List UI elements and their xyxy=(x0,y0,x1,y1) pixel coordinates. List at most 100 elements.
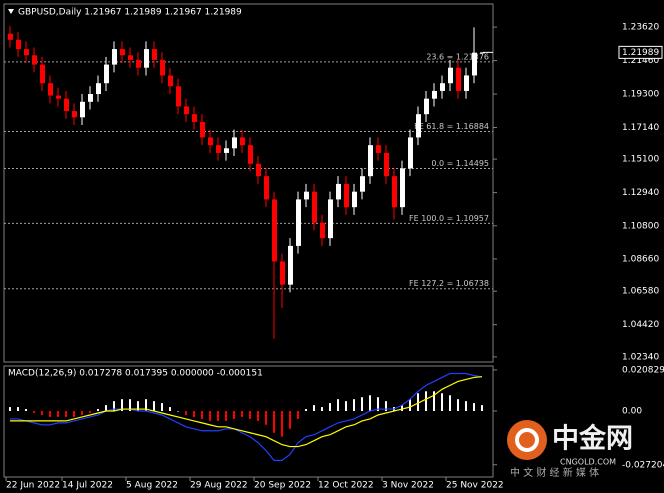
price-tag xyxy=(618,45,663,59)
histogram-bar xyxy=(73,411,75,417)
candle-body xyxy=(464,75,469,91)
candle-body xyxy=(432,90,437,99)
histogram-bar xyxy=(81,411,83,415)
histogram-bar xyxy=(441,393,443,412)
candle-body xyxy=(56,95,61,99)
logo-ring xyxy=(515,428,539,452)
histogram-bar xyxy=(385,401,387,412)
histogram-bar xyxy=(17,407,19,412)
histogram-bar xyxy=(153,401,155,412)
candle-body xyxy=(440,83,445,91)
candle-body xyxy=(360,176,365,192)
candle-body xyxy=(344,183,349,208)
histogram-bar xyxy=(105,405,107,412)
histogram-bar xyxy=(177,411,179,412)
price-tag-label: 1.21989 xyxy=(622,48,659,58)
candle-body xyxy=(176,86,181,107)
candle-body xyxy=(416,114,421,138)
candle-body xyxy=(480,52,485,54)
histogram-bar xyxy=(193,411,195,417)
candle-body xyxy=(336,183,341,200)
candle-body xyxy=(120,49,125,56)
histogram-bar xyxy=(281,411,283,437)
candle-body xyxy=(40,64,45,84)
y-tick-label: 0.00 xyxy=(622,407,642,417)
candle-body xyxy=(264,176,269,200)
candle-body xyxy=(456,67,461,91)
candle-body xyxy=(376,145,381,153)
histogram-bar xyxy=(401,405,403,412)
histogram-bar xyxy=(265,411,267,425)
x-tick-label: 5 Aug 2022 xyxy=(126,481,178,491)
histogram-bar xyxy=(305,409,307,412)
candle-body xyxy=(192,114,197,122)
histogram-bar xyxy=(377,397,379,412)
level-label: FE 61.8 = 1.16884 xyxy=(414,122,489,131)
histogram-bar xyxy=(369,395,371,412)
y-tick-label: 1.12940 xyxy=(622,188,659,198)
histogram-bar xyxy=(425,391,427,412)
candle-body xyxy=(16,39,21,50)
y-tick-label: 1.23620 xyxy=(622,23,659,33)
y-tick-label: 1.04420 xyxy=(622,320,659,330)
histogram-bar xyxy=(121,399,123,412)
candle-body xyxy=(320,222,325,239)
histogram-bar xyxy=(185,411,187,415)
histogram-bar xyxy=(49,411,51,417)
level-label: 0.0 = 1.14495 xyxy=(431,159,489,168)
histogram-bar xyxy=(113,401,115,412)
candle-body xyxy=(216,145,221,153)
histogram-bar xyxy=(273,411,275,433)
y-tick-label: -0.027204 xyxy=(622,460,664,470)
watermark-slogan: 中 文 财 经 新 媒 体 xyxy=(510,466,599,479)
candle-body xyxy=(328,199,333,239)
candle-body xyxy=(88,94,93,102)
histogram-bar xyxy=(361,397,363,412)
candle-body xyxy=(200,121,205,138)
candle-body xyxy=(160,59,165,76)
x-tick-label: 14 Jul 2022 xyxy=(62,481,113,491)
y-tick-label: 1.19300 xyxy=(622,90,659,100)
histogram-bar xyxy=(313,405,315,412)
y-tick-label: 1.10800 xyxy=(622,221,659,231)
y-tick-label: 1.02340 xyxy=(622,352,659,362)
candle-body xyxy=(400,168,405,208)
level-label: FE 127.2 = 1.06738 xyxy=(409,279,489,288)
candle-body xyxy=(472,52,477,76)
price-frame xyxy=(3,3,494,363)
candle-body xyxy=(296,199,301,246)
histogram-bar xyxy=(473,403,475,412)
histogram-bar xyxy=(433,391,435,412)
histogram-bar xyxy=(25,409,27,412)
candle-body xyxy=(240,137,245,146)
histogram-bar xyxy=(129,399,131,412)
candle-body xyxy=(392,176,397,208)
histogram-bar xyxy=(257,411,259,421)
histogram-bar xyxy=(481,405,483,412)
macd-line xyxy=(10,372,483,462)
macd-line xyxy=(10,376,483,448)
candle-body xyxy=(48,83,53,96)
histogram-bar xyxy=(145,399,147,412)
level-label: 23.6 = 1.21376 xyxy=(426,52,489,61)
histogram-bar xyxy=(65,411,67,417)
candle-body xyxy=(224,148,229,153)
histogram-bar xyxy=(457,399,459,412)
candle-body xyxy=(272,199,277,262)
candle-body xyxy=(408,137,413,169)
macd-title: MACD(12,26,9) 0.017278 0.017395 0.000000… xyxy=(8,369,263,379)
y-tick-label: 1.15100 xyxy=(622,155,659,165)
x-tick-label: 20 Sep 2022 xyxy=(254,481,311,491)
candle-body xyxy=(288,245,293,285)
candle-body xyxy=(24,49,29,56)
candle-body xyxy=(64,98,69,112)
histogram-bar xyxy=(217,411,219,421)
candle-body xyxy=(136,59,141,68)
histogram-bar xyxy=(249,411,251,419)
candle-body xyxy=(304,191,309,200)
candle-body xyxy=(168,75,173,87)
candle-body xyxy=(112,49,117,65)
histogram-bar xyxy=(289,411,291,429)
